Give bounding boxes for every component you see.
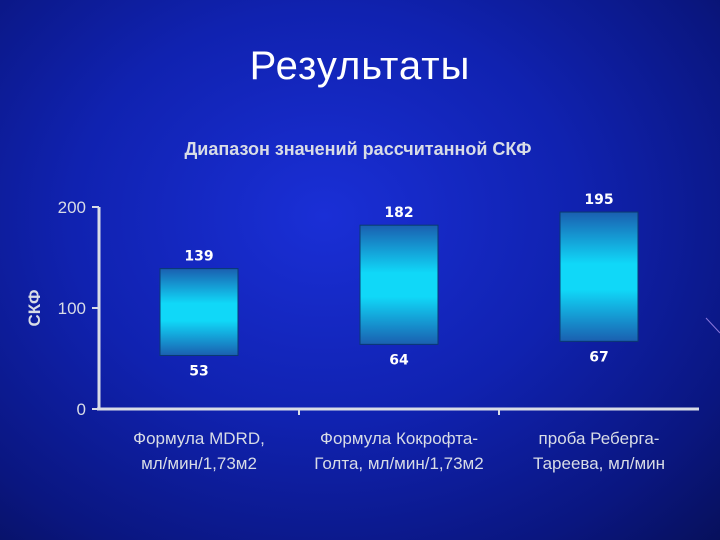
high-value-label: 182 [384, 205, 413, 221]
y-tick-label: 200 [58, 198, 86, 217]
high-value-label: 195 [584, 192, 613, 208]
y-tick-label: 100 [58, 299, 86, 318]
slide-title: Результаты [249, 44, 471, 88]
category-label-line2: Тареева, мл/мин [533, 454, 665, 473]
decorative-line [705, 317, 720, 334]
range-bar [559, 211, 639, 342]
category-label-line1: Формула MDRD, [133, 429, 265, 448]
low-value-label: 67 [589, 349, 608, 365]
category-label-line1: Формула Кокрофта- [320, 429, 478, 448]
range-bar [359, 224, 439, 345]
low-value-label: 64 [389, 352, 409, 368]
category-label-line1: проба Реберга- [539, 429, 660, 448]
category-label-line2: мл/мин/1,73м2 [141, 454, 257, 473]
category-label-line2: Голта, мл/мин/1,73м2 [314, 454, 483, 473]
y-axis-label: СКФ [25, 290, 44, 327]
range-bar [159, 268, 239, 356]
chart-title: Диапазон значений рассчитанной СКФ [184, 139, 531, 159]
low-value-label: 53 [189, 363, 208, 379]
high-value-label: 139 [184, 249, 213, 265]
y-tick-label: 0 [77, 400, 86, 419]
